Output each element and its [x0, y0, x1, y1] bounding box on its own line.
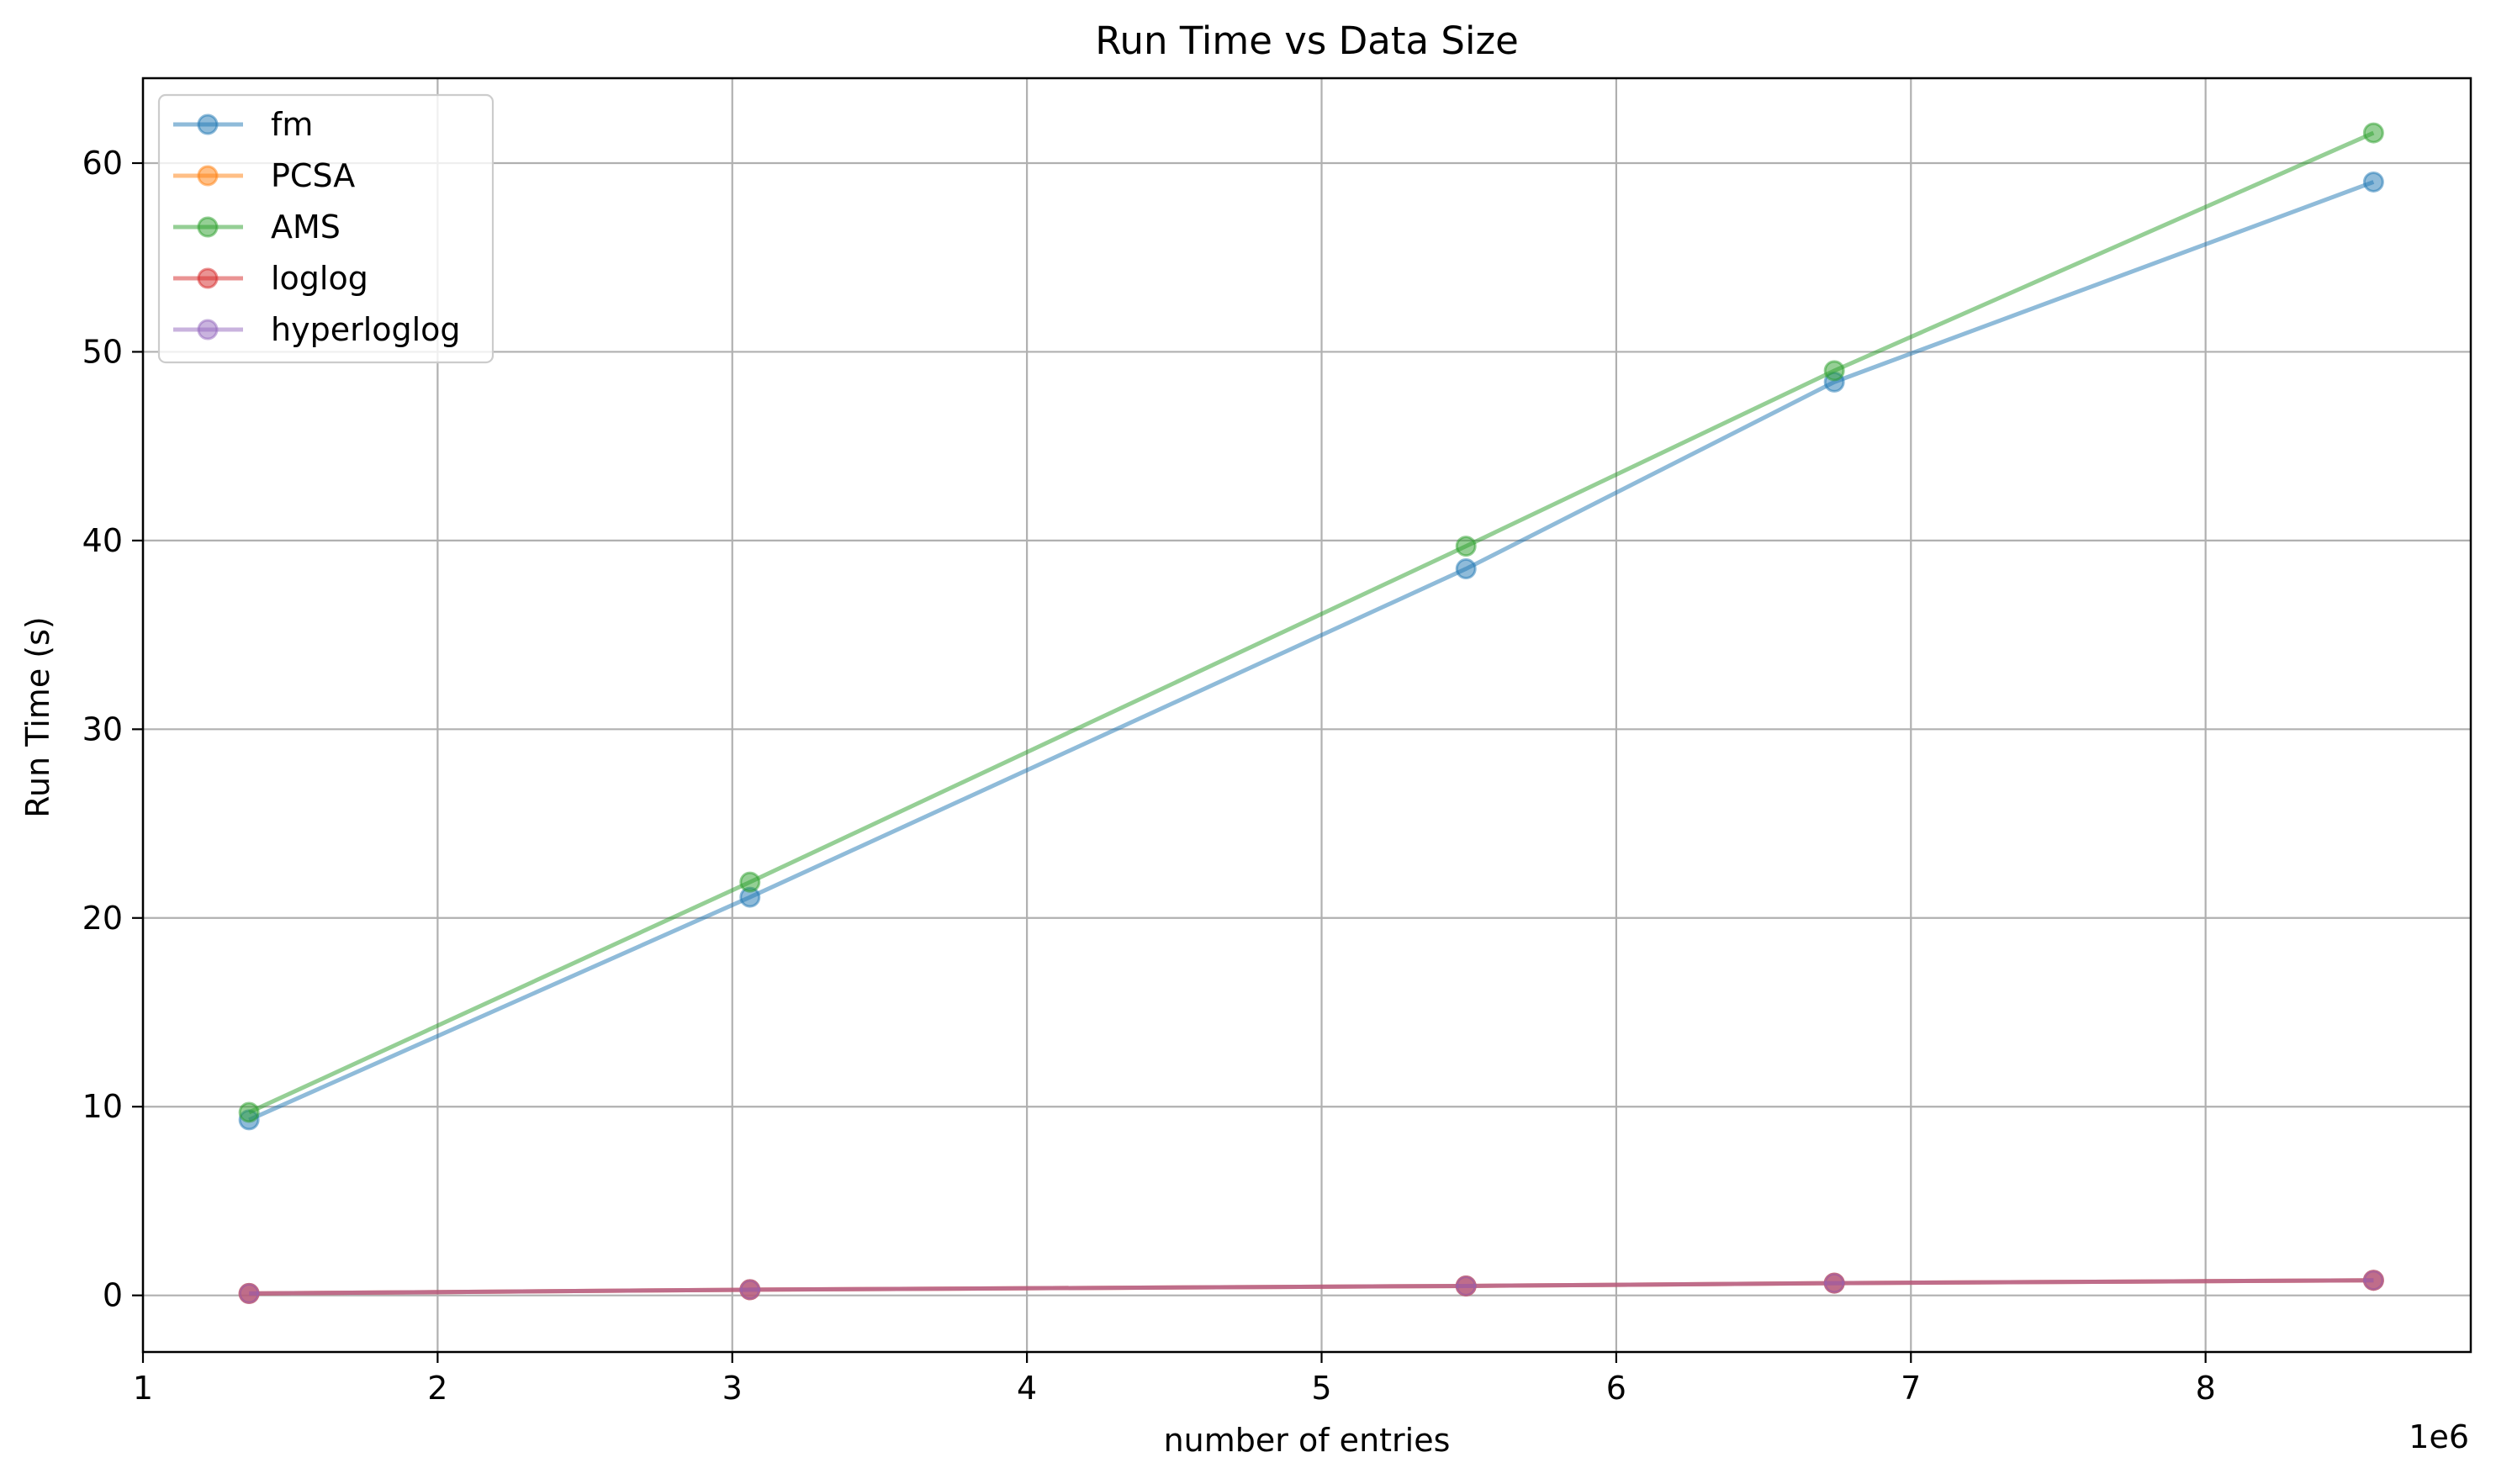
- data-point-AMS: [1823, 360, 1845, 382]
- legend-label-loglog: loglog: [271, 260, 368, 297]
- data-point-fm: [2362, 171, 2384, 193]
- data-point-AMS: [1455, 536, 1477, 557]
- data-point-hyperloglog: [2362, 1270, 2384, 1291]
- legend-marker-AMS: [197, 216, 219, 238]
- y-tick-label: 40: [82, 522, 123, 559]
- legend-label-fm: fm: [271, 106, 313, 143]
- x-tick-label: 8: [2196, 1370, 2216, 1407]
- y-axis-label: Run Time (s): [19, 616, 56, 817]
- x-tick-label: 1: [133, 1370, 153, 1407]
- legend: fm PCSA AMS loglog hyperloglog: [157, 93, 494, 364]
- legend-marker-fm: [197, 114, 219, 135]
- legend-box: [157, 93, 494, 364]
- y-tick-label: 30: [82, 710, 123, 747]
- plot-area: 1 2 3 4 5 6 7 8 0 10 20 30 40 50 60 fm PCSA AMS loglog hype…: [82, 77, 2472, 1407]
- legend-marker-PCSA: [197, 165, 219, 187]
- data-point-AMS: [2362, 122, 2384, 144]
- plot-frame: [141, 77, 2472, 1354]
- y-tick-label: 0: [103, 1277, 123, 1314]
- x-offset-label: 1e6: [2409, 1418, 2469, 1455]
- legend-marker-loglog: [197, 267, 219, 289]
- legend-label-AMS: AMS: [271, 209, 341, 246]
- x-tick-label: 7: [1901, 1370, 1921, 1407]
- data-point-hyperloglog: [238, 1282, 260, 1304]
- legend-label-PCSA: PCSA: [271, 157, 355, 194]
- data-point-AMS: [238, 1101, 260, 1123]
- chart-title: Run Time vs Data Size: [1095, 18, 1519, 63]
- legend-marker-hyperloglog: [197, 319, 219, 341]
- y-tick-label: 60: [82, 145, 123, 182]
- y-tick-label: 10: [82, 1088, 123, 1125]
- x-tick-label: 3: [722, 1370, 743, 1407]
- x-tick-label: 4: [1017, 1370, 1037, 1407]
- data-point-fm: [1455, 558, 1477, 580]
- data-point-hyperloglog: [739, 1279, 761, 1301]
- x-tick-label: 2: [427, 1370, 447, 1407]
- data-point-AMS: [739, 871, 761, 893]
- x-tick-label: 6: [1606, 1370, 1626, 1407]
- x-axis-label: number of entries: [1164, 1422, 1451, 1459]
- y-tick-label: 50: [82, 333, 123, 370]
- data-point-hyperloglog: [1455, 1275, 1477, 1297]
- legend-label-hyperloglog: hyperloglog: [271, 311, 461, 348]
- x-tick-label: 5: [1311, 1370, 1331, 1407]
- data-point-hyperloglog: [1823, 1272, 1845, 1294]
- y-tick-label: 20: [82, 900, 123, 937]
